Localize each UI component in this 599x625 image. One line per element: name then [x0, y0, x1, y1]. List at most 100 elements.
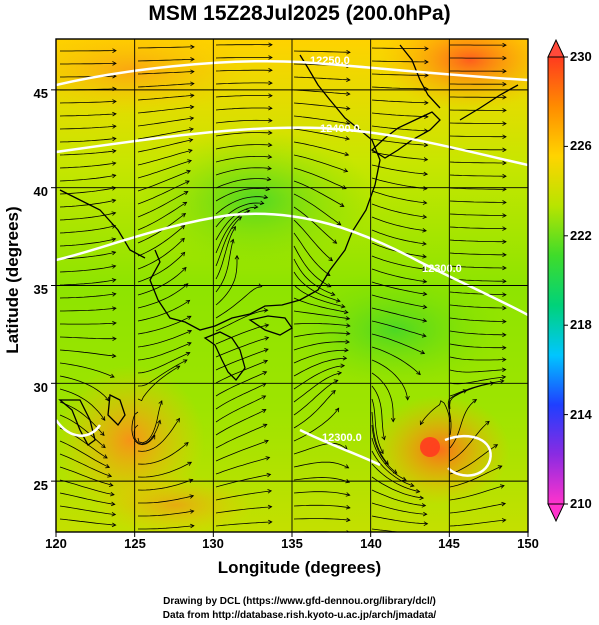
streamline-arrow	[424, 59, 429, 65]
streamline-arrow	[111, 278, 117, 283]
streamline-arrow	[187, 461, 193, 466]
streamline-arrow	[339, 202, 345, 207]
streamline	[59, 138, 116, 143]
streamline	[371, 372, 394, 422]
streamline	[137, 479, 193, 491]
streamline-arrow	[502, 239, 507, 244]
streamline	[293, 504, 350, 509]
streamline-arrow	[422, 241, 427, 246]
streamline-arrow	[185, 351, 191, 357]
tick-marks	[51, 89, 529, 537]
streamline	[215, 490, 272, 501]
streamline	[59, 279, 116, 286]
streamline	[371, 99, 428, 104]
streamline-arrow	[424, 100, 429, 105]
streamline	[371, 346, 421, 375]
streamline	[215, 69, 272, 72]
streamline	[215, 255, 238, 306]
streamline-arrow	[108, 482, 114, 487]
streamline-arrow	[422, 200, 428, 205]
streamline-arrow	[180, 237, 185, 243]
streamline-arrow	[420, 350, 426, 355]
streamline	[293, 89, 350, 95]
streamline-arrow	[267, 165, 272, 171]
streamline-arrow	[422, 254, 427, 259]
streamline	[137, 359, 188, 387]
streamline	[59, 199, 116, 208]
streamline-arrow	[187, 329, 193, 335]
streamline-arrow	[422, 228, 427, 233]
streamline-arrow	[189, 104, 195, 110]
streamline	[449, 399, 477, 449]
streamline-arrow	[111, 511, 117, 517]
streamline-arrow	[502, 226, 507, 231]
streamline	[371, 229, 427, 245]
streamline	[371, 125, 428, 132]
streamline-arrow	[497, 465, 503, 470]
streamline-arrow	[267, 142, 273, 148]
streamline	[137, 225, 185, 257]
streamline	[60, 63, 117, 65]
streamline-arrow	[183, 283, 189, 288]
colorbar-tick-label: 226	[570, 138, 592, 153]
streamline	[449, 135, 506, 138]
streamline-arrow	[111, 173, 117, 179]
streamline-arrow	[424, 46, 429, 51]
streamline-arrow	[502, 173, 507, 179]
streamline-arrow	[415, 488, 421, 494]
streamline-arrow	[188, 148, 193, 154]
streamline	[371, 320, 427, 337]
streamline	[293, 491, 350, 496]
streamline	[137, 461, 192, 478]
streamline	[371, 450, 415, 487]
streamline-arrow	[345, 106, 351, 111]
streamline-arrow	[112, 321, 117, 326]
streamline-arrow	[261, 409, 267, 414]
streamline-arrow	[112, 336, 117, 342]
streamline	[215, 216, 242, 267]
streamline	[137, 400, 163, 444]
streamline-arrow	[423, 521, 429, 526]
streamline	[449, 161, 506, 164]
streamline-arrow	[262, 423, 268, 428]
streamline	[449, 519, 506, 527]
streamline	[215, 82, 273, 85]
streamline	[371, 476, 424, 499]
streamline	[137, 83, 194, 88]
streamline-arrow	[190, 523, 195, 529]
streamline-arrow	[253, 204, 259, 210]
streamline	[293, 141, 349, 156]
contour-label-2: 12400.0	[320, 123, 360, 135]
streamline	[59, 492, 115, 505]
streamline	[215, 309, 268, 332]
streamline-arrow	[422, 214, 428, 219]
streamline-arrow	[422, 511, 428, 517]
streamline-arrow	[182, 201, 188, 206]
streamline-arrow	[502, 200, 507, 205]
streamline	[215, 337, 269, 358]
streamline	[137, 46, 194, 49]
streamline	[371, 203, 427, 218]
streamline-arrow	[111, 211, 117, 216]
colorbar-tick-label: 218	[570, 317, 592, 332]
streamline	[215, 286, 262, 319]
streamline-arrow	[189, 509, 195, 514]
streamline-arrow	[268, 42, 273, 47]
y-tick-label: 35	[33, 282, 48, 297]
streamline	[59, 336, 116, 340]
streamline-arrow	[502, 357, 507, 362]
streamline	[59, 505, 116, 515]
x-tick-label: 145	[438, 536, 460, 551]
streamline	[449, 330, 506, 336]
streamline-arrow	[189, 127, 194, 132]
streamline-arrow	[111, 292, 117, 297]
streamline-arrow	[181, 212, 187, 218]
streamline-arrow	[267, 489, 273, 494]
streamline-arrow	[421, 333, 427, 338]
streamline	[371, 398, 384, 454]
streamline	[137, 191, 188, 218]
streamline	[215, 383, 266, 410]
streamline	[137, 342, 192, 361]
streamline-arrow	[340, 363, 346, 369]
streamline-arrow	[187, 342, 192, 347]
